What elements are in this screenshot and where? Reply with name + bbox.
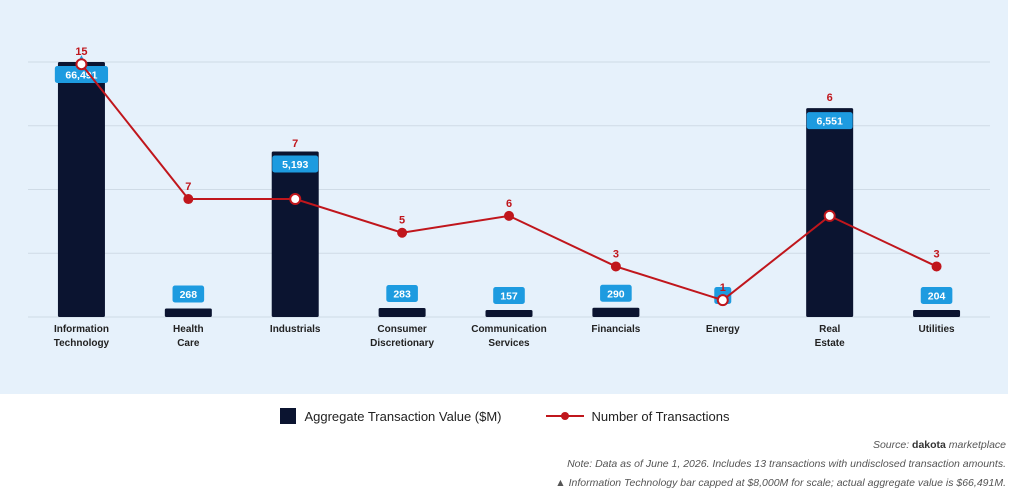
transactions-point bbox=[289, 193, 302, 206]
x-axis-label: Energy bbox=[706, 324, 740, 335]
bar-value-label-box bbox=[600, 284, 632, 302]
bar-value-label-box bbox=[172, 285, 205, 303]
cap-note-line: ▲ Information Technology bar capped at $… bbox=[555, 477, 1006, 489]
transactions-label: 6 bbox=[506, 198, 512, 210]
bar bbox=[271, 151, 319, 317]
bar bbox=[57, 62, 105, 317]
bar-value-label-box bbox=[920, 287, 953, 304]
bar-value-label-box bbox=[493, 287, 525, 304]
source-brand: dakota bbox=[912, 439, 946, 451]
transactions-point bbox=[397, 227, 408, 238]
x-axis-label: Estate bbox=[815, 338, 845, 349]
bar bbox=[913, 310, 961, 317]
bar-value-label-box bbox=[386, 284, 418, 302]
bar-value-label-box bbox=[272, 155, 319, 173]
x-axis-label: Services bbox=[488, 338, 530, 349]
transactions-label: 3 bbox=[933, 248, 939, 260]
transactions-label: 5 bbox=[399, 215, 405, 227]
bar bbox=[485, 310, 533, 317]
x-axis-label: Real bbox=[819, 324, 840, 335]
transactions-point bbox=[75, 58, 88, 71]
legend-item-bar: Aggregate Transaction Value ($M) bbox=[280, 408, 502, 424]
bar-value-label: 66,491 bbox=[65, 70, 97, 82]
bar-value-label: 5,193 bbox=[282, 159, 308, 171]
source-line: Source: dakota marketplace bbox=[555, 436, 1006, 455]
transactions-point bbox=[931, 261, 942, 272]
transactions-label: 1 bbox=[720, 282, 726, 294]
x-axis-label: Communication bbox=[471, 324, 547, 335]
bar-value-label-box bbox=[806, 112, 853, 130]
transactions-point bbox=[716, 294, 729, 307]
note-line: Note: Data as of June 1, 2026. Includes … bbox=[567, 458, 1006, 470]
legend-line-swatch bbox=[545, 412, 584, 420]
transactions-label: 7 bbox=[292, 138, 298, 150]
source-suffix: marketplace bbox=[945, 439, 1006, 451]
legend: Aggregate Transaction Value ($M) Number … bbox=[0, 405, 1010, 427]
bar-value-label: 268 bbox=[180, 289, 198, 301]
x-axis-labels: Information Technology Health Care Industria… bbox=[54, 324, 955, 349]
x-axis-label: Utilities bbox=[918, 324, 955, 335]
x-axis-label: Health bbox=[173, 324, 204, 335]
transactions-point bbox=[183, 194, 194, 205]
x-axis-label: Technology bbox=[54, 338, 110, 349]
transactions-label: 7 bbox=[185, 181, 191, 193]
bar bbox=[592, 307, 640, 317]
x-axis-label: Consumer bbox=[377, 324, 427, 335]
x-axis-label: Discretionary bbox=[370, 338, 434, 349]
x-axis-label: Industrials bbox=[270, 324, 321, 335]
legend-item-line: Number of Transactions bbox=[545, 408, 730, 424]
bar-value-label: 6,551 bbox=[817, 116, 843, 128]
bar bbox=[378, 307, 426, 317]
legend-line-label: Number of Transactions bbox=[591, 408, 730, 424]
footnotes: Source: dakota marketplace Note: Data as… bbox=[555, 436, 1006, 493]
bar-value-label: 157 bbox=[500, 291, 518, 303]
x-axis-label: Information bbox=[54, 324, 109, 335]
bar-value-label: 290 bbox=[607, 288, 625, 300]
transactions-label: 3 bbox=[613, 248, 619, 260]
x-axis-label: Financials bbox=[591, 324, 640, 335]
legend-bar-label: Aggregate Transaction Value ($M) bbox=[304, 408, 502, 424]
bar bbox=[164, 308, 212, 317]
bar-value-label-box bbox=[54, 66, 109, 83]
transactions-label: 6 bbox=[827, 92, 833, 104]
transactions-point bbox=[823, 209, 836, 222]
x-axis-label: Care bbox=[177, 338, 200, 349]
transactions-label: 15 bbox=[75, 46, 87, 58]
source-prefix: Source: bbox=[872, 439, 913, 451]
legend-bar-swatch bbox=[280, 408, 297, 424]
transactions-point bbox=[610, 261, 621, 272]
bar-value-label: 283 bbox=[393, 288, 411, 300]
bar-value-label: 204 bbox=[928, 291, 946, 303]
transactions-point bbox=[504, 210, 514, 221]
